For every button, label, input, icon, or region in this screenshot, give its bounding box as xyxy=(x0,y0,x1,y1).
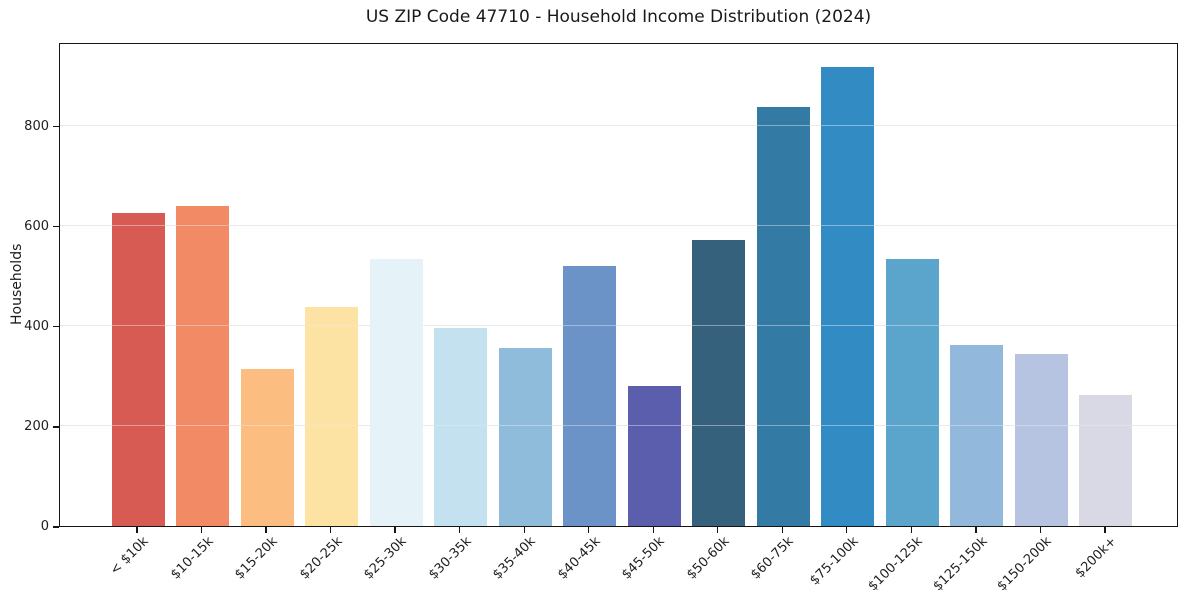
x-tick-mark-$60-75k xyxy=(781,527,783,533)
bar-$30-35k xyxy=(434,327,488,526)
gridline-y-200 xyxy=(60,425,1177,427)
y-tick-mark-0 xyxy=(53,526,59,528)
bar-$60-75k xyxy=(756,107,810,526)
bar-$50-60k xyxy=(692,240,746,526)
y-tick-label-800: 800 xyxy=(24,118,49,134)
x-tick-mark-$45-50k xyxy=(652,527,654,533)
gridline-y-800 xyxy=(60,125,1177,127)
bar-$20-25k xyxy=(305,307,359,526)
gridline-y-200 xyxy=(60,425,1177,427)
x-tick-mark-$15-20k xyxy=(265,527,267,533)
bar-$15-20k xyxy=(240,368,294,526)
gridline-y-400 xyxy=(60,325,1177,327)
x-tick-mark-$35-40k xyxy=(523,527,525,533)
bar-$40-45k xyxy=(563,265,617,526)
bar-$200k+ xyxy=(1079,395,1133,526)
y-axis-label: Households xyxy=(9,243,25,325)
x-tick-mark-$10-15k xyxy=(200,527,203,533)
gridline-y-800 xyxy=(60,125,1177,127)
bar-$25-30k xyxy=(369,259,423,526)
plot-area xyxy=(59,43,1178,527)
y-tick-mark-800 xyxy=(53,125,59,128)
y-tick-label-200: 200 xyxy=(24,418,49,434)
gridline-y-400 xyxy=(60,325,1177,327)
y-tick-mark-400 xyxy=(53,326,59,328)
y-tick-mark-600 xyxy=(53,226,59,228)
bar-< $10k xyxy=(111,213,165,526)
x-tick-mark-$75-100k xyxy=(846,527,848,533)
bar-$75-100k xyxy=(821,67,875,526)
y-tick-label-400: 400 xyxy=(24,318,49,334)
bar-$10-15k xyxy=(176,206,230,526)
x-tick-mark-$100-125k xyxy=(910,527,912,533)
x-tick-mark-$25-30k xyxy=(394,527,396,533)
y-tick-mark-200 xyxy=(53,426,59,428)
chart-title: US ZIP Code 47710 - Household Income Dis… xyxy=(365,7,872,27)
y-tick-label-600: 600 xyxy=(24,218,49,234)
bar-$150-200k xyxy=(1014,354,1068,526)
bar-$125-150k xyxy=(950,344,1004,526)
x-tick-mark-$20-25k xyxy=(329,527,332,533)
gridline-y-600 xyxy=(60,225,1177,227)
y-tick-label-0: 0 xyxy=(40,519,49,534)
gridline-y-600 xyxy=(60,225,1177,227)
x-tick-mark-$200k+ xyxy=(1104,527,1106,533)
bar-$35-40k xyxy=(498,348,552,526)
x-tick-mark-$30-35k xyxy=(459,527,461,533)
bar-$45-50k xyxy=(627,385,681,526)
x-tick-mark-$40-45k xyxy=(588,527,590,533)
x-tick-label-< $10k: < $10k xyxy=(107,534,152,579)
bar-$100-125k xyxy=(885,258,939,526)
x-tick-mark-$125-150k xyxy=(975,527,977,533)
x-tick-mark-$150-200k xyxy=(1039,527,1042,533)
x-tick-mark-$50-60k xyxy=(717,527,719,533)
x-tick-mark-< $10k xyxy=(136,527,138,533)
